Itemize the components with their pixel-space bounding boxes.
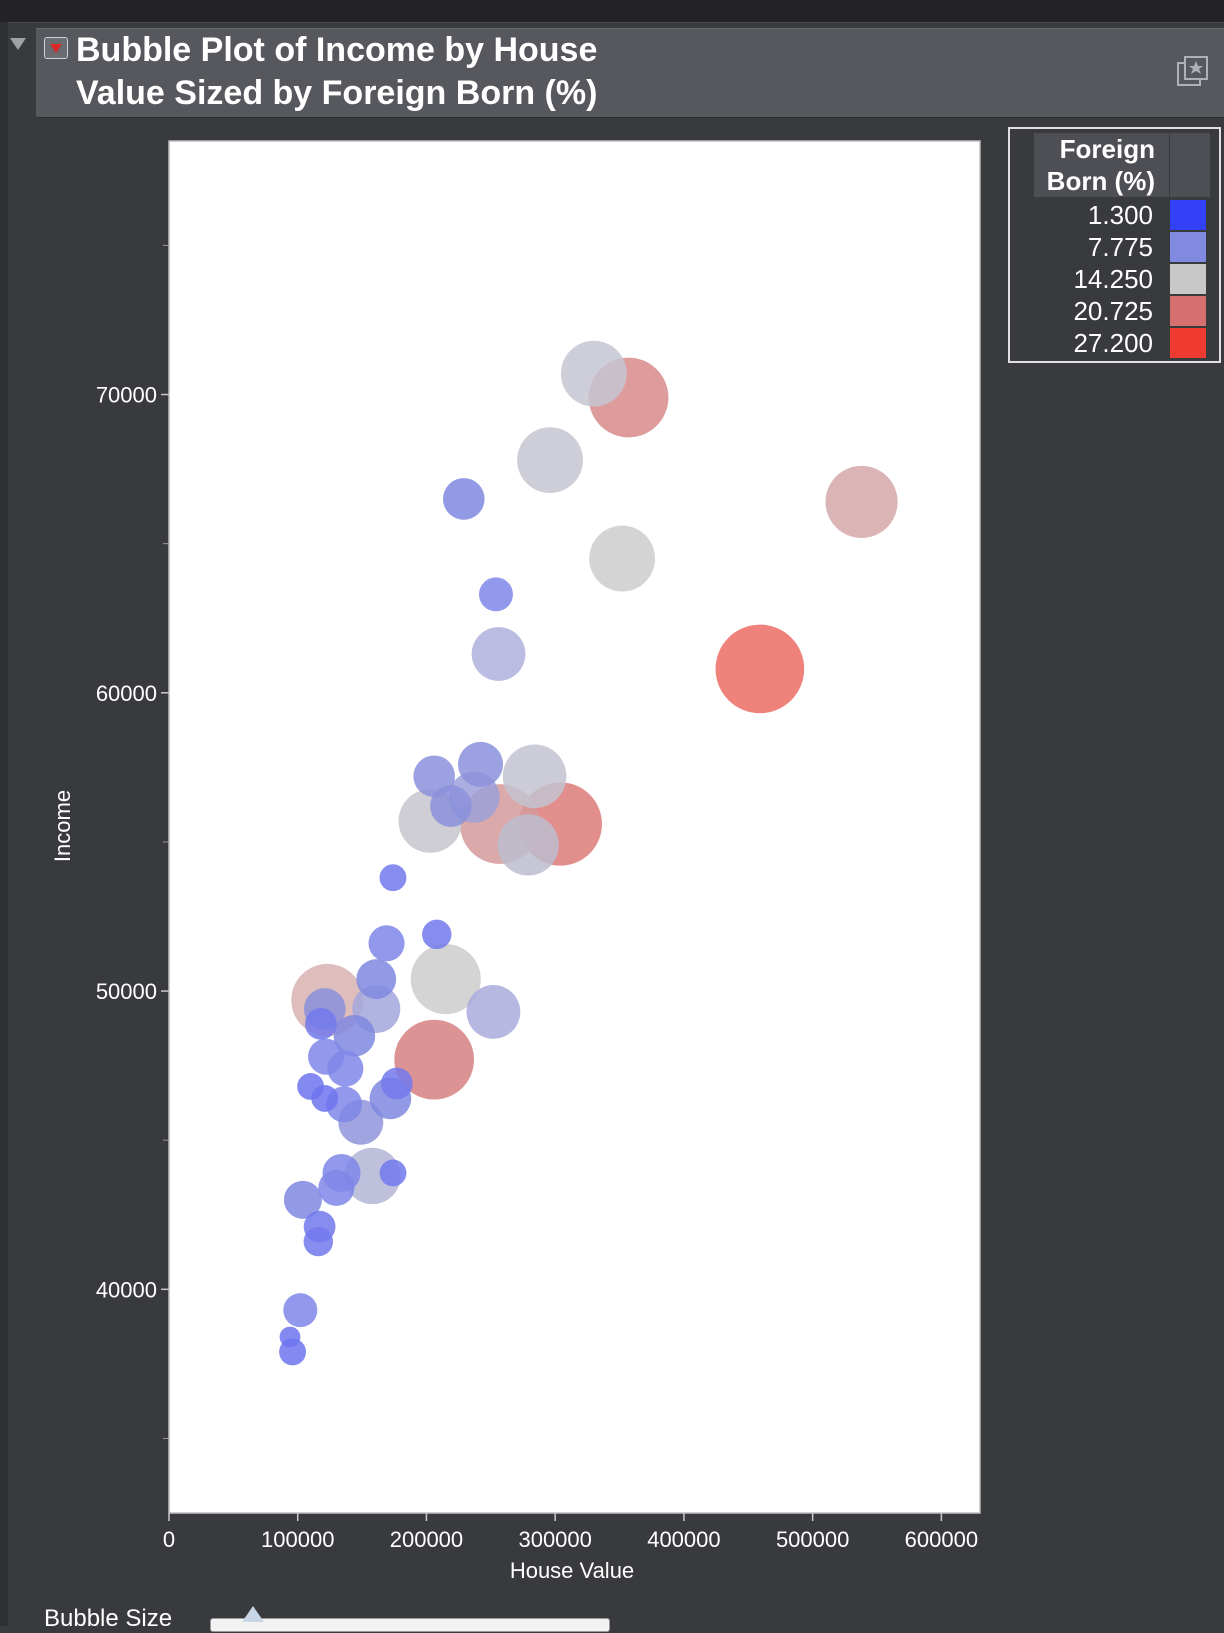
bubble[interactable] [517, 427, 583, 494]
left-gutter [0, 22, 8, 1626]
x-tick-label: 200000 [390, 1527, 463, 1552]
bubble[interactable] [304, 1007, 337, 1040]
bubble[interactable] [410, 944, 481, 1015]
bubble[interactable] [497, 814, 559, 876]
y-axis: 40000 50000 60000 70000 [96, 244, 169, 1439]
x-tick-label: 500000 [776, 1527, 849, 1552]
bubble[interactable] [478, 577, 513, 612]
report-title-line2: Value Sized by Foreign Born (%) [76, 74, 598, 112]
bubble-size-slider-thumb[interactable] [242, 1606, 264, 1622]
report-header: Bubble Plot of Income by House Value Siz… [36, 28, 1224, 118]
legend-swatch [1170, 328, 1206, 358]
x-tick-label: 0 [163, 1527, 175, 1552]
bubble[interactable] [380, 1067, 413, 1100]
bubble[interactable] [318, 1169, 355, 1206]
legend-title-line2: Born (%) [1046, 166, 1155, 196]
bubble[interactable] [825, 465, 898, 538]
y-tick-label: 70000 [96, 383, 157, 408]
legend-item-label: 7.775 [1087, 232, 1153, 262]
disclosure-triangle-icon[interactable] [10, 38, 26, 50]
legend-swatch [1170, 200, 1206, 230]
bubble[interactable] [442, 478, 485, 520]
legend-item-label: 27.200 [1073, 328, 1153, 358]
bubble[interactable] [471, 627, 526, 681]
bubble[interactable] [466, 985, 521, 1039]
bubble[interactable] [279, 1326, 301, 1348]
bubbles-layer [279, 340, 898, 1366]
bubble[interactable] [379, 864, 407, 892]
legend-swatch [1170, 264, 1206, 294]
bubble[interactable] [422, 919, 452, 950]
legend-header-swatch-column [1170, 133, 1210, 197]
legend-title: Foreign Born (%) [1047, 133, 1155, 197]
bubble[interactable] [589, 525, 656, 592]
y-tick-label: 50000 [96, 979, 157, 1004]
legend-item-label: 1.300 [1087, 200, 1153, 230]
report-title-line1: Bubble Plot of Income by House [76, 31, 598, 69]
legend-item[interactable]: 20.725 [1010, 295, 1215, 327]
legend-item[interactable]: 27.200 [1010, 327, 1215, 359]
x-tick-label: 100000 [261, 1527, 334, 1552]
legend-title-line1: Foreign [1059, 134, 1155, 164]
y-axis-title: Income [50, 790, 75, 862]
bubble[interactable] [458, 741, 504, 787]
bubble[interactable] [430, 785, 472, 827]
red-triangle-icon [50, 44, 62, 53]
bubble[interactable] [394, 1019, 475, 1100]
bubble[interactable] [283, 1293, 318, 1328]
bubble[interactable] [303, 1226, 334, 1257]
legend-swatch [1170, 296, 1206, 326]
bubble[interactable] [560, 340, 627, 407]
bubble[interactable] [715, 624, 805, 714]
y-tick-label: 40000 [96, 1277, 157, 1302]
bubble[interactable] [333, 1014, 376, 1057]
x-tick-label: 300000 [518, 1527, 591, 1552]
x-axis: 0 100000 200000 300000 400000 500000 600000 [163, 1513, 978, 1552]
legend-item[interactable]: 7.775 [1010, 231, 1215, 263]
bubble[interactable] [283, 1180, 322, 1219]
report-title: Bubble Plot of Income by House Value Siz… [76, 29, 776, 115]
legend-item-label: 20.725 [1073, 296, 1153, 326]
red-triangle-menu-button[interactable] [44, 37, 68, 59]
legend-swatch [1170, 232, 1206, 262]
y-tick-label: 60000 [96, 681, 157, 706]
bubble[interactable] [502, 744, 567, 809]
bubble[interactable] [379, 1159, 407, 1187]
x-tick-label: 400000 [647, 1527, 720, 1552]
legend-item[interactable]: 14.250 [1010, 263, 1215, 295]
bubble[interactable] [356, 959, 397, 1000]
add-to-favorites-icon[interactable] [1176, 55, 1210, 89]
bubble[interactable] [327, 1050, 364, 1087]
bubble-size-label: Bubble Size [44, 1605, 173, 1632]
x-axis-title: House Value [510, 1558, 634, 1583]
bubble-size-slider[interactable] [210, 1618, 610, 1632]
legend-header [1034, 133, 1169, 197]
x-tick-label: 600000 [905, 1527, 978, 1552]
legend-item[interactable]: 1.300 [1010, 199, 1215, 231]
color-legend: Foreign Born (%) 1.300 7.775 14.250 20.7… [1008, 127, 1221, 363]
bubble[interactable] [311, 1084, 339, 1112]
legend-item-label: 14.250 [1073, 264, 1153, 294]
bubble[interactable] [368, 925, 405, 962]
window-top-bar [0, 0, 1224, 23]
